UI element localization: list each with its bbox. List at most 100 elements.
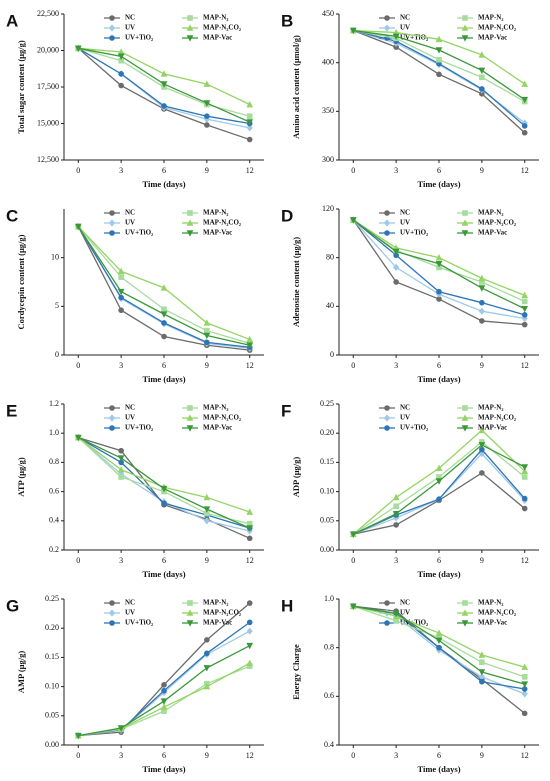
legend-label: MAP-N₂CO₂	[478, 414, 516, 422]
data-point	[478, 669, 486, 676]
legend-marker	[461, 425, 469, 432]
series-line	[78, 621, 251, 737]
legend-marker	[109, 210, 115, 216]
data-point	[478, 67, 486, 75]
legend-label: UV	[125, 24, 135, 32]
legend-label: NC	[400, 599, 410, 607]
y-axis-label: ADP (μg/g)	[291, 457, 301, 498]
x-tick-label: 9	[205, 166, 209, 175]
series-line	[353, 444, 526, 535]
legend-label: MAP-N₂CO₂	[478, 24, 516, 32]
y-tick-label: 0.8	[324, 642, 334, 651]
legend-marker	[108, 24, 116, 32]
y-tick-label: 1.0	[49, 428, 59, 437]
x-tick-label: 12	[246, 751, 254, 760]
legend-label: NC	[125, 209, 135, 217]
data-point	[204, 510, 210, 517]
panel-letter: B	[281, 11, 293, 30]
legend-marker	[462, 405, 468, 411]
x-axis-label: Time (days)	[142, 569, 185, 579]
y-axis-label: Amino acid content (μmol/g)	[291, 35, 301, 139]
data-point	[521, 305, 529, 313]
legend-marker	[186, 620, 194, 627]
data-point	[117, 53, 125, 60]
data-point	[246, 520, 253, 527]
data-point	[203, 319, 211, 326]
legend-label: MAP-N₂CO₂	[203, 24, 241, 32]
legend-label: MAP-Vac	[203, 619, 232, 627]
legend-marker	[461, 609, 469, 616]
data-point	[349, 27, 357, 35]
data-point	[246, 124, 253, 132]
panel-letter: F	[281, 401, 291, 420]
data-point	[203, 493, 211, 501]
data-point	[479, 470, 485, 476]
data-point	[118, 307, 124, 314]
data-point	[74, 45, 82, 52]
legend-marker	[186, 425, 194, 432]
panel-letter: H	[281, 596, 293, 615]
legend-marker	[108, 609, 116, 617]
data-point	[393, 44, 399, 50]
legend-label: UV+TiO₂	[400, 34, 428, 42]
legend-label: UV+TiO₂	[400, 229, 428, 237]
x-tick-label: 3	[119, 166, 123, 175]
data-point	[74, 223, 82, 231]
y-tick-label: 0.10	[320, 486, 334, 495]
data-point	[436, 288, 442, 295]
series-line	[77, 437, 250, 529]
x-tick-label: 12	[246, 361, 254, 370]
data-point	[246, 335, 254, 343]
legend-label: MAP-N₂	[203, 599, 228, 607]
legend-label: MAP-N₂CO₂	[203, 219, 241, 227]
data-point	[74, 434, 82, 442]
y-tick-label: 40	[326, 301, 334, 310]
data-point	[435, 637, 443, 645]
data-point	[246, 508, 254, 515]
data-point	[435, 47, 443, 54]
y-tick-label: 0.4	[324, 740, 334, 749]
data-point	[160, 81, 168, 88]
y-tick-label: 0.6	[49, 486, 59, 495]
data-point	[436, 264, 442, 271]
legend-marker	[461, 24, 469, 31]
legend-marker	[461, 230, 469, 237]
data-point	[117, 48, 125, 55]
data-point	[204, 637, 210, 643]
x-axis-label: Time (days)	[142, 179, 185, 189]
data-point	[479, 446, 485, 453]
data-point	[393, 279, 399, 285]
x-axis-label: Time (days)	[417, 179, 460, 189]
y-tick-label: 120	[322, 204, 334, 213]
legend-label: NC	[125, 599, 135, 607]
data-point	[204, 339, 210, 346]
y-tick-label: 0.15	[320, 457, 334, 466]
data-point	[246, 600, 253, 606]
legend-marker	[186, 35, 194, 42]
data-point	[246, 119, 254, 126]
legend-marker	[187, 15, 193, 21]
data-point	[118, 474, 124, 480]
data-point	[246, 113, 253, 119]
legend-label: MAP-N₂	[203, 14, 228, 22]
data-point	[479, 86, 485, 92]
data-point	[435, 260, 443, 268]
data-point	[118, 57, 124, 64]
y-tick-label: 0.6	[324, 691, 334, 700]
legend-marker	[384, 620, 390, 626]
y-tick-label: 0.00	[45, 740, 59, 749]
data-point	[479, 91, 485, 97]
data-point	[118, 459, 124, 466]
x-tick-label: 3	[119, 361, 123, 370]
data-point	[118, 71, 124, 77]
y-tick-label: 12,500	[37, 155, 59, 164]
legend-label: MAP-Vac	[478, 229, 507, 237]
data-point	[521, 291, 529, 299]
data-point	[521, 663, 529, 670]
legend-label: UV	[400, 609, 410, 617]
data-point	[435, 35, 443, 43]
data-point	[160, 70, 168, 77]
data-point	[246, 642, 254, 650]
data-point	[204, 113, 210, 119]
y-tick-label: 0.8	[49, 457, 59, 466]
